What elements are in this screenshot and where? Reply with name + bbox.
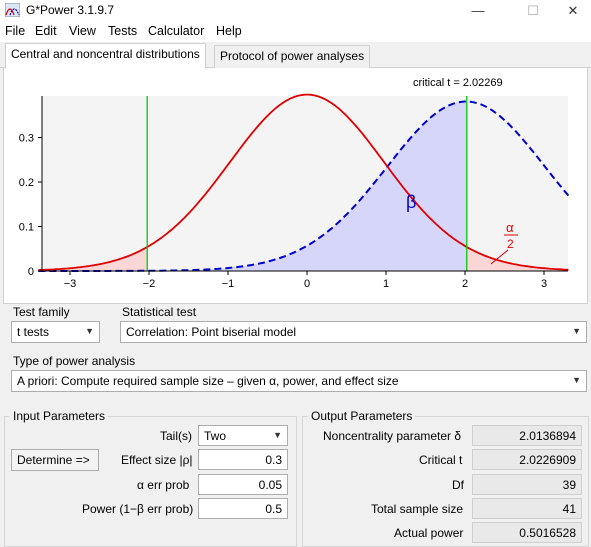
x-ticks: −3 −2 −1 0 1 2 3 <box>64 271 547 290</box>
menu-file[interactable]: File <box>5 24 26 38</box>
test-family-label: Test family <box>13 305 70 319</box>
alpha-label: α <box>506 220 514 235</box>
tab-distributions[interactable]: Central and noncentral distributions <box>5 43 206 69</box>
effect-size-label: Effect size |ρ| <box>121 453 193 467</box>
y-tick-label: 0.1 <box>19 222 34 234</box>
y-tick-label: 0.3 <box>19 133 34 145</box>
chevron-down-icon: ▼ <box>572 375 581 385</box>
power-input[interactable]: 0.5 <box>198 498 288 519</box>
beta-area <box>147 101 467 271</box>
maximize-button[interactable]: ☐ <box>527 2 539 18</box>
central-curve <box>38 93 569 271</box>
statistical-test-select[interactable]: Correlation: Point biserial model ▼ <box>120 321 587 343</box>
distribution-plot-panel: −3 −2 −1 0 1 2 3 0 0.1 0.2 0.3 critical t = 2.022… <box>3 68 588 304</box>
title-bar: G*Power 3.1.9.7 — ☐ ✕ <box>0 0 591 21</box>
x-tick-label: −2 <box>143 278 156 290</box>
critical-t-label: critical t = 2.02269 <box>413 77 503 89</box>
chevron-down-icon: ▼ <box>273 430 282 440</box>
total-sample-size-output: 41 <box>472 498 582 519</box>
x-tick-label: −1 <box>222 278 235 290</box>
beta-label: β <box>406 192 416 212</box>
menu-view[interactable]: View <box>69 24 96 38</box>
tails-value: Two <box>204 429 227 443</box>
alpha-left-area <box>38 247 148 271</box>
tab-strip: Central and noncentral distributions Pro… <box>0 42 591 69</box>
actual-power-label: Actual power <box>394 526 464 540</box>
menu-help[interactable]: Help <box>216 24 242 38</box>
y-tick-label: 0 <box>28 266 34 278</box>
statistical-test-value: Correlation: Point biserial model <box>126 325 297 339</box>
x-tick-label: −3 <box>64 278 77 290</box>
menu-tests[interactable]: Tests <box>108 24 138 38</box>
determine-button[interactable]: Determine => <box>11 449 99 471</box>
critical-t-output-label: Critical t <box>419 453 463 467</box>
critical-t-output: 2.0226909 <box>472 449 582 470</box>
window-title: G*Power 3.1.9.7 <box>26 3 115 17</box>
tails-label: Tail(s) <box>160 429 192 443</box>
x-tick-label: 3 <box>541 278 547 290</box>
power-label: Power (1−β err prob) <box>82 502 194 516</box>
x-tick-label: 1 <box>383 278 389 290</box>
distribution-plot: −3 −2 −1 0 1 2 3 0 0.1 0.2 0.3 critical t = 2.022… <box>19 77 570 290</box>
power-analysis-select[interactable]: A priori: Compute required sample size –… <box>11 370 587 392</box>
x-tick-label: 0 <box>304 278 310 290</box>
input-parameters-title: Input Parameters <box>10 409 109 423</box>
alpha-denominator: 2 <box>507 237 514 251</box>
effect-size-input[interactable]: 0.3 <box>198 449 288 470</box>
y-ticks: 0 0.1 0.2 0.3 <box>19 133 42 278</box>
close-button[interactable]: ✕ <box>567 2 579 18</box>
output-parameters-title: Output Parameters <box>308 409 416 423</box>
x-tick-label: 2 <box>462 278 468 290</box>
menu-calculator[interactable]: Calculator <box>148 24 205 38</box>
noncentrality-label: Noncentrality parameter δ <box>323 429 462 443</box>
tails-select[interactable]: Two ▼ <box>198 425 288 446</box>
noncentrality-output: 2.0136894 <box>472 425 582 446</box>
plot-area <box>42 96 568 271</box>
test-family-value: t tests <box>17 325 50 339</box>
statistical-test-label: Statistical test <box>122 305 197 319</box>
menu-bar: File Edit View Tests Calculator Help <box>0 21 591 42</box>
tab-protocol[interactable]: Protocol of power analyses <box>214 45 371 68</box>
gpower-app-icon <box>5 3 20 17</box>
test-family-select[interactable]: t tests ▼ <box>11 321 100 343</box>
power-analysis-value: A priori: Compute required sample size –… <box>17 374 399 388</box>
chevron-down-icon: ▼ <box>85 326 94 336</box>
alpha-err-label: α err prob <box>137 478 190 492</box>
alpha-err-input[interactable]: 0.05 <box>198 474 288 495</box>
minimize-button[interactable]: — <box>471 3 485 18</box>
total-sample-size-label: Total sample size <box>371 502 464 516</box>
power-analysis-label: Type of power analysis <box>13 354 136 368</box>
y-tick-label: 0.2 <box>19 177 34 189</box>
alpha-pointer <box>490 249 509 265</box>
alpha-right-area <box>466 247 569 271</box>
df-label: Df <box>452 478 464 492</box>
actual-power-output: 0.5016528 <box>472 522 582 543</box>
chevron-down-icon: ▼ <box>572 326 581 336</box>
df-output: 39 <box>472 474 582 495</box>
menu-edit[interactable]: Edit <box>35 24 57 38</box>
